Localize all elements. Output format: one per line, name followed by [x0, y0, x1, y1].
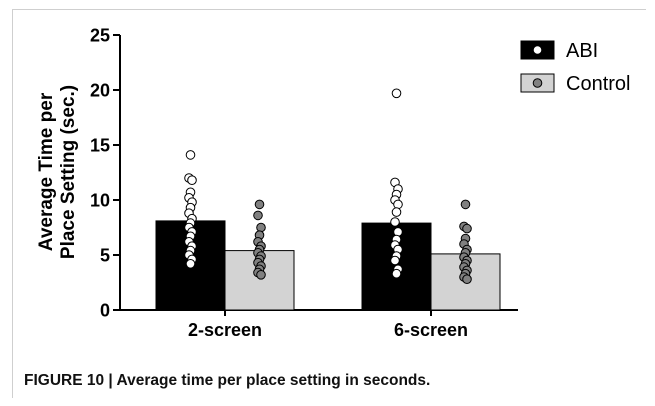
y-axis-label-line: Place Setting (sec.) [58, 85, 79, 259]
data-point [391, 88, 402, 99]
legend-label: ABI [566, 40, 598, 62]
data-point [185, 150, 196, 160]
data-points [184, 88, 472, 285]
data-point [256, 270, 266, 280]
legend-marker [532, 45, 543, 55]
data-point [462, 223, 472, 234]
y-axis-label: Average Time per Place Setting (sec.) [36, 85, 79, 259]
data-point [460, 199, 471, 210]
data-point [462, 274, 472, 285]
data-point [185, 259, 196, 269]
data-point [254, 199, 265, 210]
y-tick-label: 10 [90, 191, 110, 211]
data-point [393, 199, 403, 210]
data-point [187, 175, 197, 185]
bars [155, 220, 501, 311]
data-point [253, 210, 263, 221]
data-point [390, 255, 400, 266]
figure-caption: FIGURE 10 | Average time per place setti… [24, 372, 431, 389]
y-tick-label: 0 [100, 301, 110, 321]
y-tick-label: 15 [90, 136, 110, 156]
x-tick-label: 2-screen [188, 320, 262, 340]
data-point [256, 222, 266, 233]
data-point [393, 227, 403, 237]
y-axis-label-line: Average Time per [36, 92, 57, 251]
data-point [391, 207, 402, 217]
frame-top-rule [12, 9, 646, 10]
y-tick-label: 20 [90, 81, 110, 101]
legend: ABI Control [520, 40, 630, 95]
legend-label: Control [566, 73, 630, 95]
data-point [391, 268, 402, 279]
frame-left-rule [12, 9, 13, 398]
axes: 0 5 10 15 20 25 2-screen 6-screen [90, 26, 518, 340]
x-tick-label: 6-screen [394, 320, 468, 340]
y-tick-label: 25 [90, 26, 110, 46]
data-point [390, 217, 400, 227]
y-tick-label: 5 [100, 246, 110, 266]
legend-marker [532, 78, 543, 88]
